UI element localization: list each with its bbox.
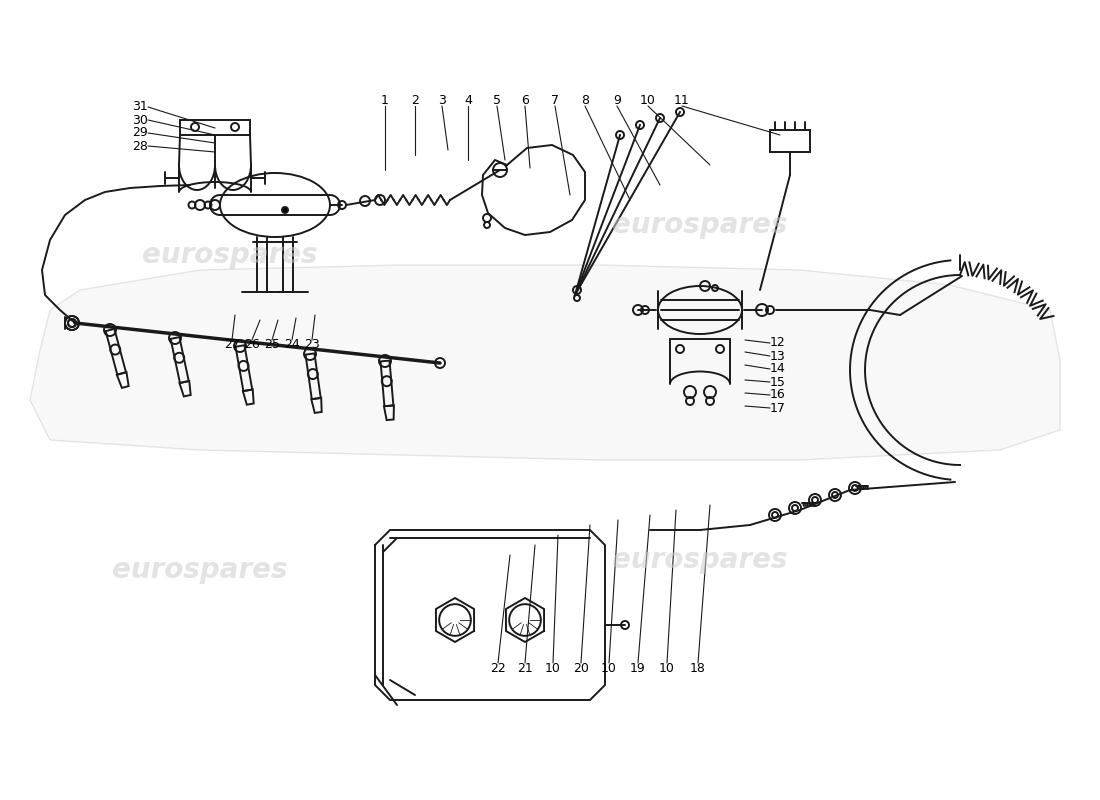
- Polygon shape: [30, 265, 1060, 460]
- Text: 25: 25: [264, 338, 279, 351]
- Text: 7: 7: [551, 94, 559, 106]
- Text: 10: 10: [601, 662, 617, 674]
- Text: eurospares: eurospares: [142, 241, 318, 269]
- Text: 19: 19: [630, 662, 646, 674]
- Text: 20: 20: [573, 662, 588, 674]
- Text: 12: 12: [770, 337, 785, 350]
- Text: 30: 30: [132, 114, 147, 126]
- Text: 10: 10: [659, 662, 675, 674]
- Text: eurospares: eurospares: [613, 211, 788, 239]
- Text: 24: 24: [284, 338, 300, 351]
- Text: 29: 29: [132, 126, 147, 139]
- Text: 3: 3: [438, 94, 446, 106]
- Text: 1: 1: [381, 94, 389, 106]
- Text: 10: 10: [640, 94, 656, 106]
- Text: 11: 11: [674, 94, 690, 106]
- Bar: [770, 130, 810, 152]
- Circle shape: [282, 207, 288, 213]
- Text: 14: 14: [770, 362, 785, 375]
- Text: 21: 21: [517, 662, 532, 674]
- Text: 2: 2: [411, 94, 419, 106]
- Text: 26: 26: [244, 338, 260, 351]
- Text: eurospares: eurospares: [112, 556, 288, 584]
- Bar: [180, 120, 250, 135]
- Text: 8: 8: [581, 94, 589, 106]
- Text: 4: 4: [464, 94, 472, 106]
- Text: 9: 9: [613, 94, 620, 106]
- Text: eurospares: eurospares: [613, 546, 788, 574]
- Text: 27: 27: [224, 338, 240, 351]
- Text: 5: 5: [493, 94, 500, 106]
- Text: 18: 18: [690, 662, 706, 674]
- Text: 31: 31: [132, 101, 147, 114]
- Text: 15: 15: [770, 375, 785, 389]
- Text: 28: 28: [132, 139, 147, 153]
- Text: 10: 10: [546, 662, 561, 674]
- Text: 16: 16: [770, 389, 785, 402]
- Text: 17: 17: [770, 402, 785, 414]
- Text: 13: 13: [770, 350, 785, 362]
- Text: 23: 23: [304, 338, 320, 351]
- Text: 22: 22: [491, 662, 506, 674]
- Text: 6: 6: [521, 94, 529, 106]
